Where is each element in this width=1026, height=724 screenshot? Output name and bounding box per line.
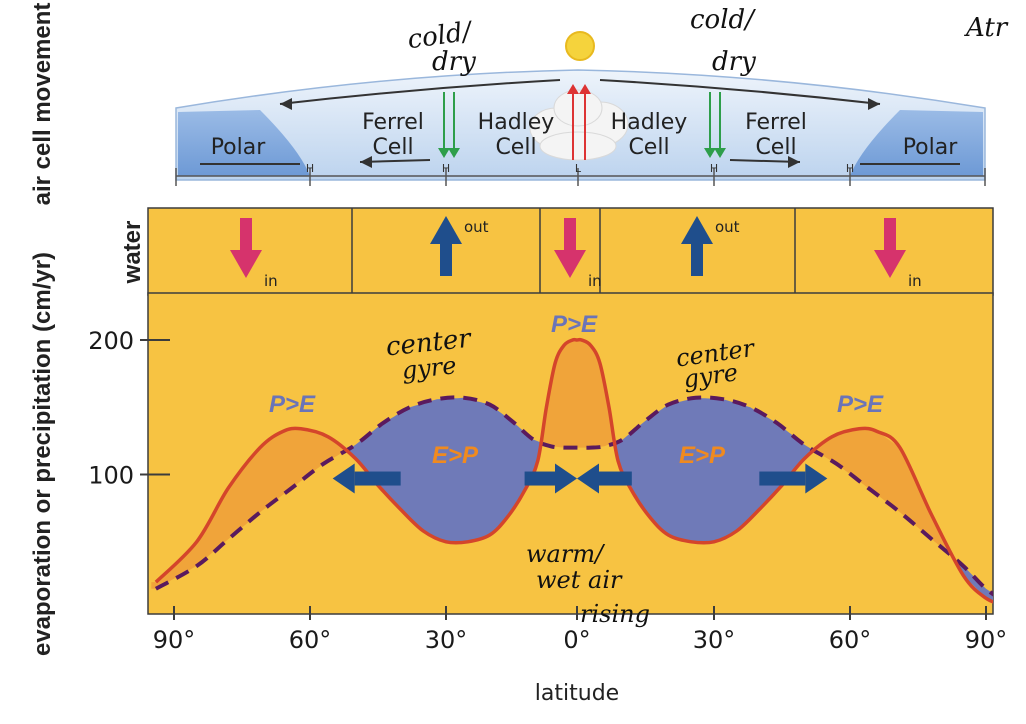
axis-ticks: 90° 60° 30° 0° 30° 60° 90° 100 200: [88, 327, 1007, 654]
sun-icon: [565, 31, 595, 61]
water-in-arrow: in: [230, 218, 278, 290]
precip-excess-region: [151, 428, 347, 589]
transport-arrow-shaft: [524, 471, 555, 486]
y-tick-label: 100: [88, 462, 134, 490]
cell-label-hadley-left-1: Hadley: [478, 110, 555, 135]
cell-label-ferrel-right-1: Ferrel: [745, 110, 807, 135]
precipitation-line: [154, 337, 993, 604]
regime-p-gt-e-center: P>E: [551, 311, 598, 338]
evap-excess-region: [346, 397, 543, 542]
precip-excess-region: [816, 428, 957, 562]
water-panel: in out in out in: [147, 207, 994, 296]
pressure-mark: H: [846, 162, 854, 175]
y-tick-label: 200: [88, 327, 134, 355]
transport-arrow-head: [805, 463, 828, 494]
air-cell-panel: Polar Ferrel Cell Hadley Cell Hadley Cel…: [175, 31, 986, 186]
handwritten-notes: cold/ dry cold/ dry Atr center gyre cent…: [385, 5, 1009, 628]
water-flow-label: in: [588, 272, 602, 290]
transport-arrow-head: [332, 463, 355, 494]
water-arrows: in out in out in: [230, 216, 922, 290]
air-cell-movement-label: air cell movement: [29, 3, 56, 206]
cell-label-hadley-left-2: Cell: [495, 135, 536, 160]
precip-excess-region: [542, 340, 616, 448]
x-tick-label: 90°: [153, 626, 196, 654]
note-corner: Atr: [964, 13, 1009, 43]
x-tick-label: 90°: [965, 626, 1008, 654]
cell-label-ferrel-left-1: Ferrel: [362, 110, 424, 135]
x-tick-label: 60°: [289, 626, 332, 654]
cell-label-polar-left: Polar: [211, 135, 267, 160]
x-tick-label: 30°: [425, 626, 468, 654]
y-axis-label: evaporation or precipitation (cm/yr): [29, 252, 56, 656]
water-flow-label: in: [264, 272, 278, 290]
rising-air-arrows: [572, 92, 586, 160]
pressure-mark: L: [575, 162, 582, 175]
evaporation-line: [154, 395, 993, 597]
note-warm-wet-3: rising: [580, 600, 650, 628]
cell-label-polar-right: Polar: [903, 135, 959, 160]
water-out-arrow: out: [681, 216, 740, 276]
cell-baseline: [175, 168, 986, 186]
transport-arrow-shaft: [759, 471, 806, 486]
cell-label-ferrel-right-2: Cell: [755, 135, 796, 160]
transport-arrow-head: [555, 463, 577, 494]
note-warm-wet-1: warm/: [526, 540, 606, 568]
polar-cap-left: [178, 110, 310, 176]
cell-label-hadley-right-2: Cell: [628, 135, 669, 160]
transport-arrows: [332, 463, 828, 494]
x-tick-label: 30°: [693, 626, 736, 654]
note-center-gyre-left-2: gyre: [400, 351, 457, 385]
fill-regions: [151, 340, 993, 601]
upper-air-arrowheads: [280, 98, 880, 168]
water-flow-label: out: [464, 218, 489, 236]
series-lines: [154, 337, 993, 604]
x-axis-label: latitude: [535, 681, 619, 706]
regime-e-gt-p-left: E>P: [432, 442, 479, 469]
water-flow-label: in: [908, 272, 922, 290]
pressure-marks: H H L H H: [306, 162, 854, 175]
note-cold-dry-right-2: dry: [712, 47, 756, 77]
x-tick-label: 0°: [563, 626, 590, 654]
water-in-arrow: in: [874, 218, 922, 290]
pressure-mark: H: [710, 162, 718, 175]
water-label: water: [119, 221, 146, 285]
water-in-arrow: in: [554, 218, 602, 290]
descending-air-arrows: [443, 92, 721, 150]
water-flow-label: out: [715, 218, 740, 236]
polar-cap-right: [850, 110, 983, 176]
chart: 90° 60° 30° 0° 30° 60° 90° 100 200 P>E P>E P>E E…: [88, 292, 1007, 706]
regime-p-gt-e-left: P>E: [269, 391, 316, 418]
regime-p-gt-e-right: P>E: [837, 391, 884, 418]
note-cold-dry-right-1: cold/: [690, 5, 756, 35]
regime-e-gt-p-right: E>P: [679, 442, 726, 469]
transport-arrow-shaft: [354, 471, 401, 486]
note-warm-wet-2: wet air: [536, 566, 623, 594]
pressure-mark: H: [306, 162, 314, 175]
pressure-mark: H: [442, 162, 450, 175]
water-out-arrow: out: [430, 216, 489, 276]
transport-arrow-head: [577, 463, 599, 494]
note-cold-dry-left-2: dry: [432, 47, 476, 77]
evap-excess-region: [615, 397, 816, 542]
cell-label-ferrel-left-2: Cell: [372, 135, 413, 160]
x-tick-label: 60°: [829, 626, 872, 654]
cell-label-hadley-right-1: Hadley: [611, 110, 688, 135]
transport-arrow-shaft: [599, 471, 632, 486]
